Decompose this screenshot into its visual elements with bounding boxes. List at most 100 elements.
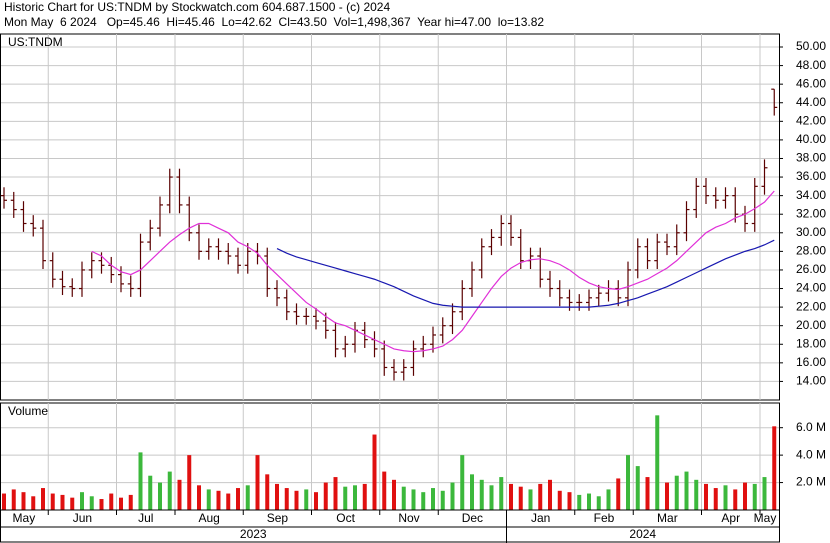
y-tick-label: 28.00: [796, 244, 826, 258]
y-tick-label: 48.00: [796, 58, 826, 72]
volume-bar: [372, 434, 377, 510]
x-tick-label: Dec: [462, 511, 483, 525]
volume-bar: [21, 492, 26, 510]
volume-bar: [362, 483, 367, 510]
volume-bar: [304, 489, 309, 510]
y-tick-label: 38.00: [796, 151, 826, 165]
x-tick-label: Jul: [138, 511, 153, 525]
volume-bar: [206, 489, 211, 510]
y-tick-label: 20.00: [796, 318, 826, 332]
panel: [0, 33, 780, 401]
y-tick-label: 2.0 M: [796, 475, 826, 489]
volume-bar: [743, 482, 747, 510]
volume-bar: [645, 477, 650, 510]
volume-bar: [323, 482, 328, 510]
volume-bar: [665, 482, 669, 510]
y-tick-label: 46.00: [796, 76, 826, 90]
volume-bar: [470, 474, 474, 510]
volume-bar: [606, 489, 611, 510]
volume-bar: [148, 475, 153, 510]
volume-bar: [333, 477, 338, 510]
volume-bar: [577, 494, 582, 510]
volume-bar: [674, 475, 679, 510]
volume-bar: [11, 489, 16, 510]
volume-bar: [177, 479, 182, 510]
volume-bar: [528, 489, 533, 510]
x-tick-label: Feb: [594, 511, 615, 525]
volume-bar: [314, 492, 318, 510]
x-tick-label: Jun: [73, 511, 92, 525]
y-tick-label: 14.00: [796, 374, 826, 388]
volume-bar: [538, 483, 543, 510]
x-tick-label: Mar: [657, 511, 678, 525]
y-tick-label: 22.00: [796, 299, 826, 313]
y-tick-label: 4.0 M: [796, 447, 826, 461]
volume-bar: [109, 493, 114, 510]
y-tick-label: 18.00: [796, 336, 826, 350]
y-tick-label: 26.00: [796, 262, 826, 276]
volume-bar: [499, 477, 504, 510]
volume-bar: [80, 492, 84, 510]
volume-bar: [401, 486, 406, 510]
panel-label: Volume: [8, 404, 48, 418]
volume-bar: [70, 497, 75, 510]
year-row: [0, 526, 780, 543]
volume-bar: [343, 486, 348, 510]
volume-bar: [762, 477, 767, 510]
volume-bar: [89, 496, 94, 510]
volume-bar: [587, 493, 591, 510]
x-tick-label: Sep: [267, 511, 289, 525]
y-tick-label: 42.00: [796, 113, 826, 127]
volume-bar: [635, 466, 640, 510]
volume-bar: [411, 489, 416, 510]
volume-bar: [382, 471, 387, 510]
x-tick-label: May: [754, 511, 777, 525]
volume-bar: [158, 482, 162, 510]
volume-bar: [265, 474, 270, 510]
volume-bar: [421, 492, 426, 510]
volume-bar: [489, 485, 494, 510]
volume-bar: [245, 485, 250, 510]
volume-bar: [138, 452, 143, 510]
y-tick-label: 16.00: [796, 355, 826, 369]
volume-bar: [596, 496, 601, 510]
volume-bar: [275, 483, 279, 510]
volume-bar: [616, 478, 621, 510]
y-tick-label: 50.00: [796, 39, 826, 53]
year-label: 2024: [629, 527, 656, 541]
x-tick-label: Aug: [198, 511, 219, 525]
volume-bar: [187, 455, 192, 510]
volume-bar: [460, 455, 465, 510]
volume-bar: [655, 415, 660, 510]
volume-bar: [216, 490, 221, 510]
volume-bar: [41, 488, 45, 510]
volume-bar: [99, 499, 104, 510]
y-tick-label: 44.00: [796, 95, 826, 109]
volume-bar: [236, 488, 240, 510]
volume-bar: [2, 493, 6, 510]
y-tick-label: 40.00: [796, 132, 826, 146]
volume-bar: [128, 494, 133, 510]
volume-bar: [60, 494, 65, 510]
volume-bar: [723, 485, 728, 510]
year-label: 2023: [240, 527, 267, 541]
panel: [0, 402, 780, 511]
volume-bar: [772, 426, 777, 510]
volume-bar: [440, 490, 445, 510]
y-tick-label: 34.00: [796, 188, 826, 202]
volume-bar: [694, 479, 699, 510]
volume-bar: [704, 483, 708, 510]
x-tick-label: Jan: [531, 511, 550, 525]
header-line: Historic Chart for US:TNDM by Stockwatch…: [4, 0, 390, 14]
x-tick-label: Nov: [398, 511, 419, 525]
volume-bar: [197, 485, 201, 510]
moving-average: [276, 239, 775, 308]
volume-bar: [509, 483, 513, 510]
y-tick-label: 32.00: [796, 206, 826, 220]
volume-bar: [119, 497, 123, 510]
volume-bar: [392, 479, 396, 510]
volume-bar: [479, 479, 484, 510]
volume-bar: [626, 455, 630, 510]
